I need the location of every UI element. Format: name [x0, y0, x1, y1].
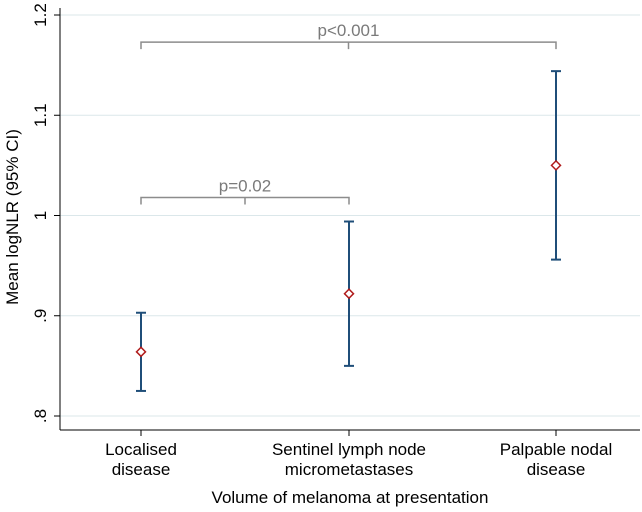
error-bars — [136, 70, 561, 392]
significance-label: p=0.02 — [219, 176, 271, 195]
y-tick-label: 1 — [31, 211, 50, 220]
data-points — [135, 159, 562, 358]
y-axis: .8 .9 1 1.1 1.2 — [31, 3, 61, 430]
mean-point — [343, 288, 355, 300]
mean-point — [135, 346, 147, 358]
significance-label: p<0.001 — [318, 21, 380, 40]
x-axis-title: Volume of melanoma at presentation — [212, 488, 489, 507]
x-tick-label-line: disease — [527, 460, 586, 479]
x-tick-label-line: micrometastases — [285, 460, 413, 479]
x-tick-label-line: Sentinel lymph node — [272, 440, 426, 459]
annotations: p=0.02 p<0.001 — [140, 21, 557, 205]
x-tick-label-line: Localised — [105, 440, 177, 459]
y-tick-label: .8 — [31, 409, 50, 423]
y-ticks: .8 .9 1 1.1 1.2 — [31, 3, 60, 423]
x-tick-label: Localised disease — [105, 440, 177, 479]
y-axis-title: Mean logNLR (95% CI) — [3, 129, 22, 305]
y-tick-label: 1.1 — [31, 103, 50, 127]
x-tick-label: Sentinel lymph node micrometastases — [272, 440, 426, 479]
x-tick-label-line: disease — [112, 460, 171, 479]
x-tick-label-line: Palpable nodal — [500, 440, 612, 459]
significance-bracket — [140, 41, 557, 50]
gridlines — [60, 14, 640, 417]
y-tick-label: .9 — [31, 309, 50, 323]
significance-bracket — [140, 196, 350, 205]
mean-point — [550, 159, 562, 171]
y-tick-label: 1.2 — [31, 3, 50, 27]
x-tick-label: Palpable nodal disease — [500, 440, 612, 479]
